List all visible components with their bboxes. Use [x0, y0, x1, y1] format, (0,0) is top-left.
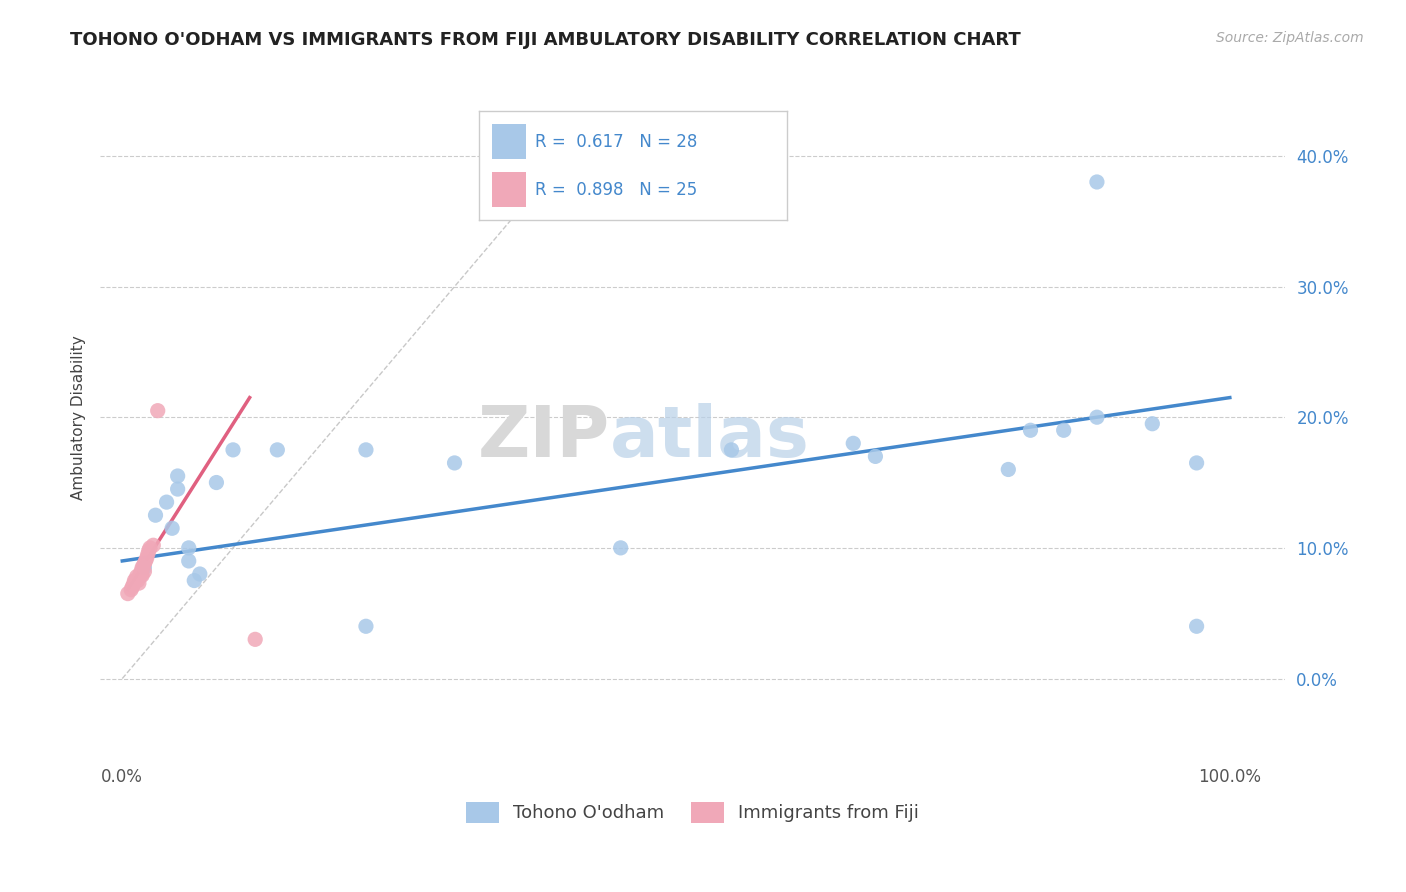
Point — [222, 442, 245, 457]
Point — [166, 469, 188, 483]
Point — [205, 475, 228, 490]
Point — [125, 569, 148, 583]
Point — [128, 576, 150, 591]
Point — [1019, 423, 1042, 437]
Point — [166, 482, 188, 496]
Point — [129, 568, 152, 582]
Point — [132, 559, 155, 574]
Point — [177, 541, 200, 555]
Point — [1185, 619, 1208, 633]
Point — [1142, 417, 1164, 431]
Point — [354, 619, 377, 633]
Text: TOHONO O'ODHAM VS IMMIGRANTS FROM FIJI AMBULATORY DISABILITY CORRELATION CHART: TOHONO O'ODHAM VS IMMIGRANTS FROM FIJI A… — [70, 31, 1021, 49]
Text: ZIP: ZIP — [478, 403, 610, 472]
Point — [138, 543, 160, 558]
Point — [609, 541, 631, 555]
Legend: Tohono O'odham, Immigrants from Fiji: Tohono O'odham, Immigrants from Fiji — [467, 802, 920, 822]
Point — [155, 495, 177, 509]
Point — [1185, 456, 1208, 470]
Point — [243, 632, 266, 647]
Point — [183, 574, 205, 588]
Point — [266, 442, 288, 457]
Point — [120, 582, 142, 597]
Point — [139, 541, 162, 555]
Point — [145, 508, 167, 523]
Y-axis label: Ambulatory Disability: Ambulatory Disability — [72, 334, 86, 500]
Point — [354, 442, 377, 457]
Point — [443, 456, 465, 470]
Point — [122, 577, 145, 591]
Point — [129, 565, 152, 579]
Point — [135, 551, 157, 566]
Point — [1085, 175, 1108, 189]
Point — [146, 403, 169, 417]
Point — [134, 565, 156, 579]
Point — [177, 554, 200, 568]
Point — [129, 567, 152, 582]
Point — [1085, 410, 1108, 425]
Point — [997, 462, 1019, 476]
Point — [720, 442, 742, 457]
Point — [124, 574, 146, 588]
Point — [131, 568, 153, 582]
Point — [188, 567, 211, 582]
Point — [842, 436, 865, 450]
Point — [136, 548, 159, 562]
Text: atlas: atlas — [610, 403, 810, 472]
Text: Source: ZipAtlas.com: Source: ZipAtlas.com — [1216, 31, 1364, 45]
Point — [1053, 423, 1076, 437]
Point — [131, 560, 153, 574]
Point — [135, 554, 157, 568]
Point — [117, 586, 139, 600]
Point — [134, 557, 156, 571]
Point — [127, 574, 149, 588]
Point — [142, 538, 165, 552]
Point — [160, 521, 183, 535]
Point — [134, 560, 156, 574]
Point — [124, 574, 146, 588]
Point — [865, 450, 887, 464]
Point — [121, 580, 143, 594]
